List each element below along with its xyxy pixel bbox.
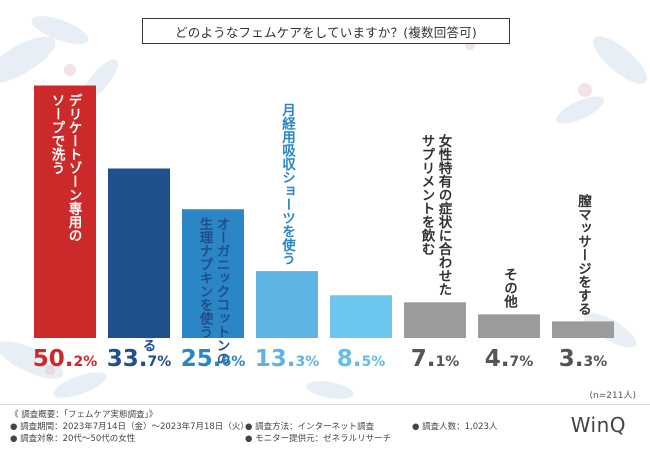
survey-method: ● 調査方法：インターネット調査	[245, 422, 375, 432]
bar-1	[34, 85, 96, 338]
bar-7	[478, 314, 540, 338]
bar-8	[552, 321, 614, 338]
value-label-1: 50.2%	[33, 346, 98, 372]
category-label-4: 月経用吸収ショーツを使う	[279, 103, 297, 266]
survey-footer: 《 調査概要：「フェムケア実態調査」》 ● 調査期間：2023年7月14日（金）…	[0, 404, 650, 451]
category-label-6-line-2: サプリメントを飲む	[419, 134, 437, 256]
category-label-6-line-1: 女性特有の症状に合わせた	[436, 133, 453, 297]
value-label-3: 25.6%	[181, 346, 246, 372]
value-label-5: 8.5%	[337, 346, 386, 372]
category-label-1-line-1: デリケートゾーン専用の	[66, 92, 83, 242]
category-label-5: 膣トレーニングをする	[353, 153, 370, 289]
survey-title: 《 調査概要：「フェムケア実態調査」》	[10, 410, 158, 420]
value-label-8: 3.3%	[559, 346, 608, 372]
category-label-2-line-2: デリケートゾーンの	[123, 175, 140, 298]
bar-3	[182, 209, 244, 338]
sample-size-label: (n=211人)	[589, 391, 636, 401]
bar-4	[256, 271, 318, 338]
value-label-2: 33.7%	[107, 346, 172, 372]
bar-2	[108, 168, 170, 338]
category-label-8: 膣マッサージをする	[575, 193, 592, 316]
category-label-2-line-1: 保湿クリームやオイルを塗る	[140, 175, 158, 352]
value-label-7: 4.7%	[485, 346, 534, 372]
value-label-6: 7.1%	[411, 346, 460, 372]
winq-logo: WinQ	[570, 413, 626, 437]
category-label-3-line-1: オーガニックコットンの	[214, 217, 231, 366]
value-label-4: 13.3%	[255, 346, 320, 372]
bar-6	[404, 302, 466, 338]
category-label-7: その他	[501, 268, 519, 310]
chart-title: どのようなフェムケアをしていますか？(複数回答可)	[142, 18, 510, 44]
survey-period: ● 調査期間：2023年7月14日（金）〜2023年7月18日（火）	[10, 422, 249, 432]
survey-monitor: ● モニター提供元：ゼネラルリサーチ	[245, 434, 392, 444]
category-label-1-line-2: ソープで洗う	[49, 94, 66, 175]
survey-count: ● 調査人数：1,023人	[412, 422, 498, 432]
category-label-3-line-2: 生理ナプキンを使う	[197, 216, 215, 339]
floral-background	[0, 16, 648, 399]
survey-target: ● 調査対象：20代〜50代の女性	[10, 434, 136, 444]
bar-5	[330, 295, 392, 338]
